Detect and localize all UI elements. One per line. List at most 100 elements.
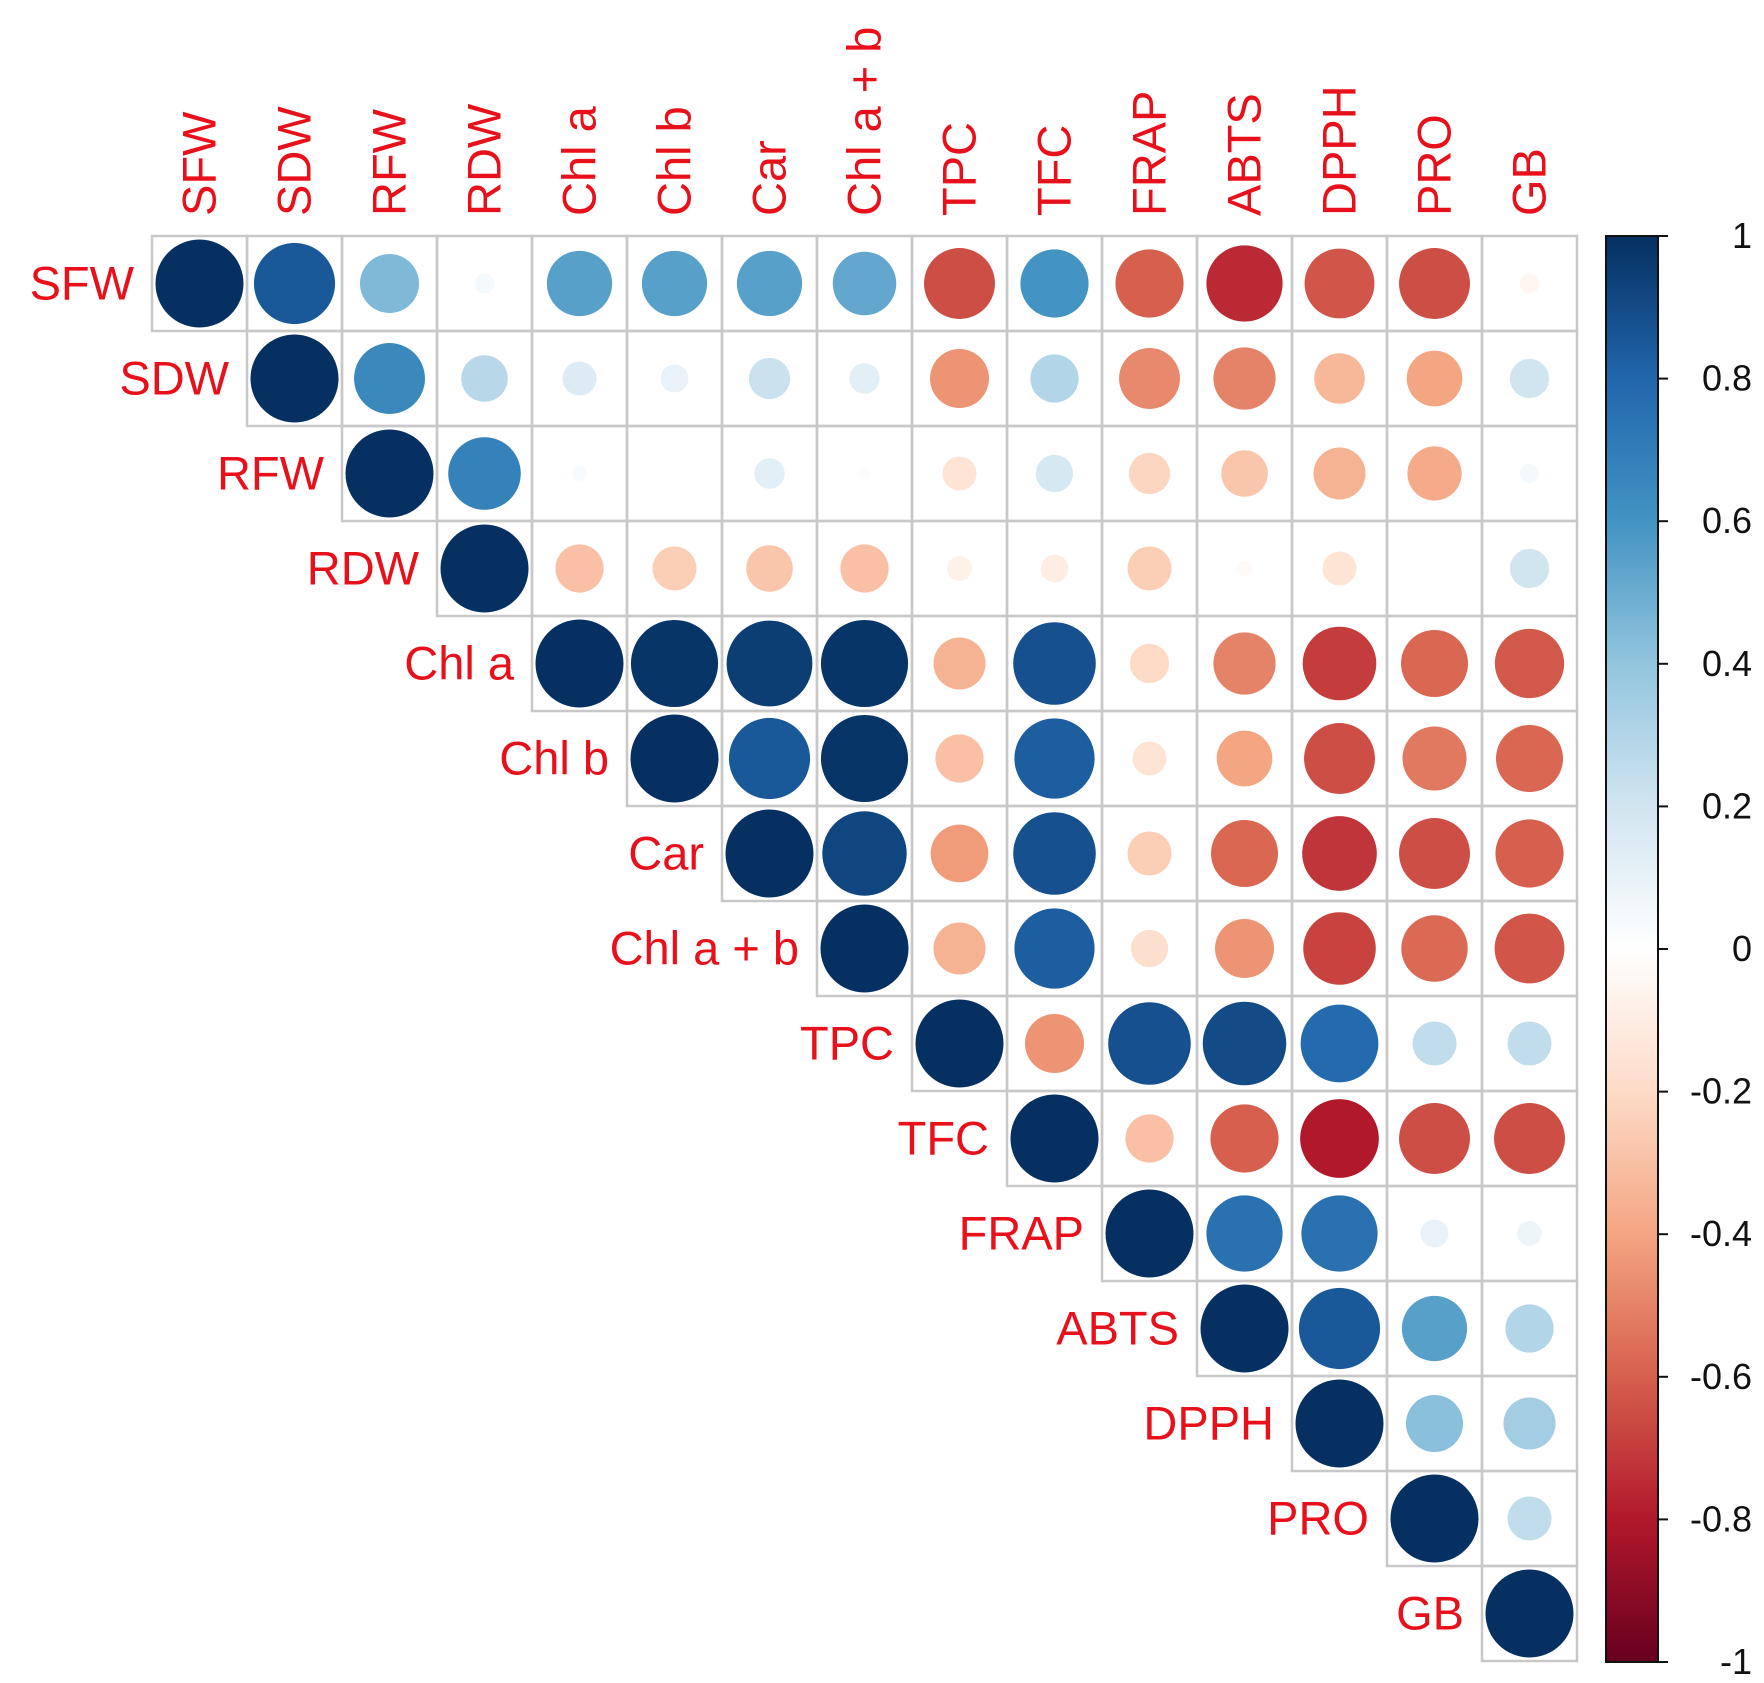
corr-circle-7-11: [1214, 918, 1275, 979]
col-label: ABTS: [1218, 93, 1271, 216]
corr-circle-0-2: [359, 253, 420, 314]
corr-circle-0-10: [1115, 249, 1184, 318]
corr-circle-4-5: [630, 619, 719, 708]
corr-circle-1-7: [849, 363, 880, 394]
corr-circle-2-8: [942, 456, 977, 491]
corr-circle-1-6: [748, 357, 791, 400]
corr-circle-0-9: [1020, 249, 1089, 318]
corr-circle-3-10: [1127, 546, 1172, 591]
corr-circle-2-6: [754, 458, 785, 489]
corr-circle-0-3: [474, 273, 495, 294]
row-label: DPPH: [1143, 1397, 1274, 1450]
row-labels: SFW SDW RFW RDW Chl a Chl b Car Chl a + bTPCTFC…: [30, 257, 1464, 1640]
corr-circle-0-12: [1304, 248, 1375, 319]
colorbar-tick-label: -0.6: [1690, 1356, 1752, 1397]
corr-circle-4-12: [1302, 626, 1377, 701]
corr-circle-1-12: [1314, 353, 1365, 404]
row-label: TFC: [898, 1112, 989, 1165]
corr-circle-3-5: [652, 546, 697, 591]
corr-circle-7-14: [1494, 913, 1565, 984]
row-label: SFW: [30, 257, 135, 310]
corr-circle-5-9: [1014, 718, 1095, 799]
colorbar-tick-label: 0.8: [1702, 358, 1752, 399]
corr-circle-0-0: [155, 239, 244, 328]
corr-circle-1-3: [461, 355, 508, 402]
colorbar: 1 0.8 0.6 0.4 0.2 0 -0.2 -0.4 -0.6 -0.8 -1: [1605, 215, 1752, 1682]
row-label: Chl b: [499, 732, 609, 785]
col-label: Chl b: [648, 106, 701, 216]
colorbar-tick-label: -1: [1720, 1641, 1752, 1682]
col-label: FRAP: [1123, 91, 1176, 216]
corr-circle-6-11: [1210, 819, 1279, 888]
corr-circle-1-10: [1119, 348, 1180, 409]
corr-circle-12-12: [1295, 1379, 1384, 1468]
corr-circle-0-4: [546, 250, 613, 317]
corr-circle-4-13: [1400, 629, 1469, 698]
corr-circle-7-10: [1130, 929, 1169, 968]
corr-circle-4-10: [1129, 643, 1170, 684]
corr-circle-5-8: [935, 734, 984, 783]
corr-circle-5-10: [1132, 741, 1167, 776]
row-label: GB: [1396, 1587, 1464, 1640]
corr-circle-6-7: [822, 811, 907, 896]
col-label: PRO: [1408, 114, 1461, 216]
corr-circle-4-8: [933, 637, 986, 690]
corr-circle-0-7: [832, 251, 897, 316]
row-label: SDW: [119, 352, 229, 405]
corr-circle-4-11: [1213, 632, 1276, 695]
corr-circle-4-14: [1494, 628, 1565, 699]
corr-circle-10-14: [1517, 1221, 1542, 1246]
corr-circle-6-14: [1495, 819, 1564, 888]
corr-circle-3-9: [1040, 554, 1069, 583]
col-label: RFW: [363, 108, 416, 216]
grid-cell: [1480, 1564, 1579, 1663]
corr-circle-2-10: [1128, 452, 1171, 495]
colorbar-tick-label: 0.6: [1702, 500, 1752, 541]
corr-circle-0-14: [1519, 273, 1540, 294]
row-label: FRAP: [959, 1207, 1084, 1260]
corr-circle-2-4: [571, 465, 588, 482]
corr-circle-12-14: [1503, 1397, 1556, 1450]
grid-cell: [1385, 519, 1484, 618]
corr-circle-10-10: [1105, 1189, 1194, 1278]
row-label: ABTS: [1056, 1302, 1179, 1355]
corr-circle-0-8: [924, 248, 995, 319]
col-label: SFW: [173, 111, 226, 216]
corr-circle-4-7: [820, 619, 909, 708]
col-label: Chl a: [553, 105, 606, 216]
col-label: Chl a + b: [838, 27, 891, 216]
corr-circle-3-7: [840, 544, 889, 593]
corr-circle-8-8: [915, 999, 1004, 1088]
corr-circle-3-4: [555, 544, 604, 593]
colorbar-tick-label: 0: [1732, 928, 1752, 969]
colorbar-tick-label: -0.8: [1690, 1498, 1752, 1539]
corr-circle-8-9: [1024, 1013, 1085, 1074]
corr-circle-5-7: [820, 714, 909, 803]
grid-cell: [625, 424, 724, 523]
corr-circle-2-2: [345, 429, 434, 518]
corr-circle-12-13: [1405, 1394, 1464, 1453]
corr-circle-3-3: [440, 524, 529, 613]
col-label: SDW: [268, 106, 321, 216]
corr-circle-7-7: [820, 904, 909, 993]
corr-circle-1-2: [354, 343, 425, 414]
corr-circle-7-13: [1401, 915, 1468, 982]
corr-circle-0-13: [1399, 248, 1470, 319]
corr-circle-1-9: [1030, 354, 1079, 403]
row-label: Car: [628, 827, 704, 880]
corr-circle-9-10: [1125, 1114, 1174, 1163]
column-labels: SFW SDW RFW RDW Chl a Chl b Car Chl a + b TPC TFC…: [173, 27, 1556, 216]
colorbar-tick-label: 1: [1732, 215, 1752, 256]
corr-circle-0-11: [1206, 245, 1283, 322]
corr-circle-3-6: [746, 545, 793, 592]
corr-circle-3-8: [947, 556, 972, 581]
corr-circle-10-13: [1420, 1219, 1449, 1248]
corr-circle-2-9: [1035, 454, 1074, 493]
corr-circle-1-8: [929, 348, 990, 409]
col-label: TFC: [1028, 125, 1081, 216]
corr-circle-3-12: [1322, 551, 1357, 586]
corr-circle-3-11: [1236, 560, 1253, 577]
corr-circle-5-14: [1495, 724, 1564, 793]
corr-circle-6-10: [1127, 831, 1172, 876]
